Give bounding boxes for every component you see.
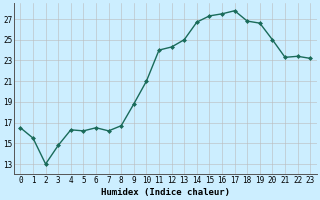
- X-axis label: Humidex (Indice chaleur): Humidex (Indice chaleur): [101, 188, 230, 197]
